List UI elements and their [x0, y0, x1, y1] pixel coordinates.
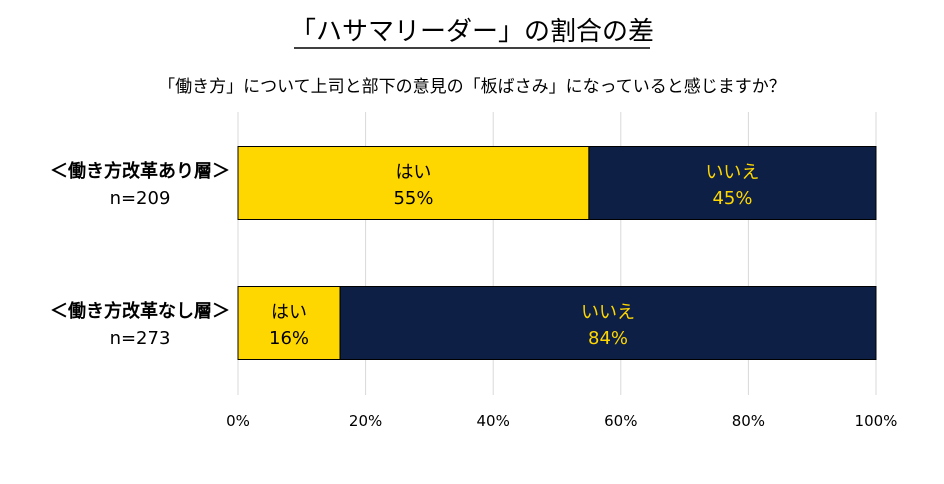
- y-category-label: ＜働き方改革あり層＞: [50, 160, 230, 182]
- bar-value-label: 45%: [712, 188, 752, 209]
- bar-series-label: はい: [271, 302, 307, 323]
- bar-segment: [588, 146, 877, 220]
- bars-layer: [237, 146, 877, 360]
- bar-value-label: 55%: [393, 188, 433, 209]
- x-tick-label: 40%: [477, 412, 510, 430]
- x-axis: 0% 20% 40% 60% 80% 100%: [226, 412, 897, 430]
- y-category-n: n=209: [110, 188, 171, 209]
- x-tick-label: 60%: [604, 412, 637, 430]
- y-category-label: ＜働き方改革なし層＞: [50, 300, 230, 322]
- bar-value-label: 16%: [269, 328, 309, 349]
- x-tick-label: 100%: [855, 412, 898, 430]
- bar-series-label: いいえ: [581, 302, 635, 323]
- bar-series-label: いいえ: [705, 162, 759, 183]
- bar-segment: [339, 286, 877, 360]
- bar-segment: [237, 286, 341, 360]
- bar-segment: [237, 146, 590, 220]
- y-category-n: n=273: [110, 328, 171, 349]
- bar-value-label: 84%: [588, 328, 628, 349]
- x-tick-label: 80%: [732, 412, 765, 430]
- bar-series-label: はい: [395, 162, 431, 183]
- x-tick-label: 0%: [226, 412, 250, 430]
- x-tick-label: 20%: [349, 412, 382, 430]
- chart-subtitle: 「働き方」について上司と部下の意見の「板ばさみ」になっていると感じますか？: [158, 77, 786, 97]
- chart-title: 「ハサマリーダー」の割合の差: [290, 17, 654, 47]
- labels-layer: はい 55% いいえ 45% ＜働き方改革あり層＞ n=209 はい 16% いいえ 84% ＜働き…: [50, 160, 759, 349]
